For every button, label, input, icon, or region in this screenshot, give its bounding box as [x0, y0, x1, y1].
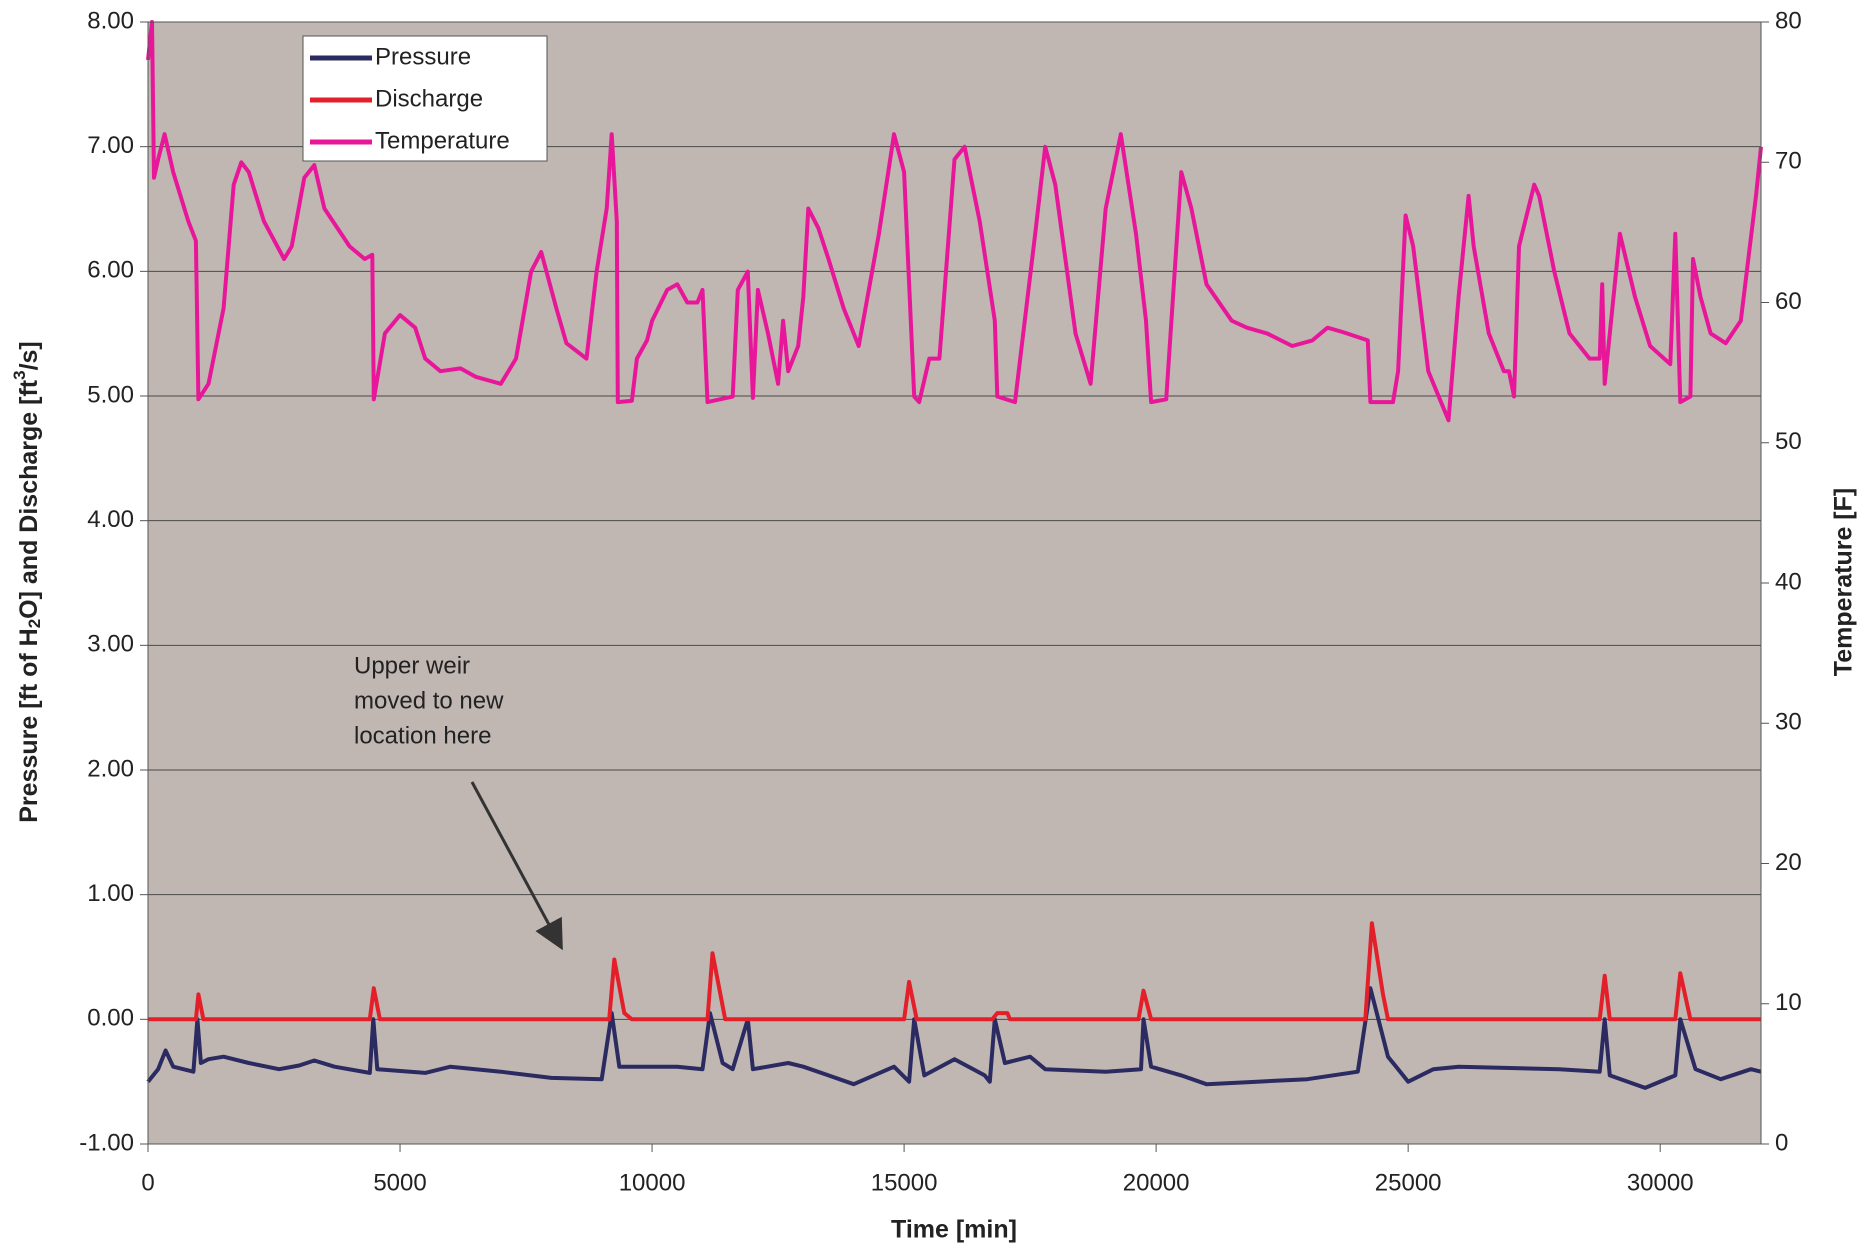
annotation-line: Upper weir — [354, 652, 470, 679]
series-line — [146, 986, 1762, 1090]
series-layer — [146, 20, 1763, 1090]
plot-area — [148, 22, 1761, 1144]
legend: Pressure Discharge Temperature — [302, 35, 548, 162]
x-axis-title: Time [min] — [891, 1216, 1017, 1244]
y2-tick-label: 0 — [1775, 1129, 1788, 1156]
y2-tick-label: 50 — [1775, 428, 1802, 455]
y2-tick-label: 80 — [1775, 7, 1802, 34]
y-axis-title-part: /s] — [15, 341, 43, 370]
y2-tick-label: 40 — [1775, 568, 1802, 595]
y-tick-label: -1.00 — [79, 1129, 134, 1156]
y-axis-title-part: O] and Discharge [ft — [15, 379, 43, 619]
x-tick-label: 0 — [141, 1169, 154, 1196]
annotation-line: moved to new — [354, 687, 504, 714]
series-line — [148, 921, 1761, 1022]
x-tick-label: 25000 — [1375, 1169, 1442, 1196]
x-tick-label: 5000 — [373, 1169, 426, 1196]
series-line — [146, 20, 1763, 423]
y2-axis-title: Temperature [F] — [1830, 488, 1858, 676]
x-tick-label: 20000 — [1123, 1169, 1190, 1196]
y-axis-title-sub: 2 — [25, 619, 44, 628]
x-tick-label: 30000 — [1627, 1169, 1694, 1196]
y-axis-title-sup: 3 — [10, 370, 29, 379]
y2-tick-label: 60 — [1775, 288, 1802, 315]
y-tick-label: 1.00 — [87, 880, 134, 907]
y-axis-title: Pressure [ft of H2O] and Discharge [ft3/… — [10, 341, 44, 823]
y2-tick-label: 30 — [1775, 709, 1802, 736]
y-tick-label: 7.00 — [87, 132, 134, 159]
annotation-line: location here — [354, 722, 491, 749]
annotation-arrow — [470, 781, 563, 951]
y-tick-label: 2.00 — [87, 755, 134, 782]
legend-label: Discharge — [375, 85, 483, 112]
y-tick-label: 6.00 — [87, 257, 134, 284]
legend-label: Temperature — [375, 127, 510, 154]
y-tick-label: 5.00 — [87, 381, 134, 408]
y-tick-label: 3.00 — [87, 631, 134, 658]
x-tick-label: 15000 — [871, 1169, 938, 1196]
y-tick-label: 8.00 — [87, 7, 134, 34]
y-axis-title-part: Pressure [ft of H — [15, 628, 43, 822]
y2-tick-label: 20 — [1775, 849, 1802, 876]
y-tick-label: 0.00 — [87, 1005, 134, 1032]
y2-tick-label: 10 — [1775, 989, 1802, 1016]
x-tick-label: 10000 — [619, 1169, 686, 1196]
legend-label: Pressure — [375, 43, 471, 70]
y2-tick-label: 70 — [1775, 148, 1802, 175]
y-tick-label: 4.00 — [87, 506, 134, 533]
